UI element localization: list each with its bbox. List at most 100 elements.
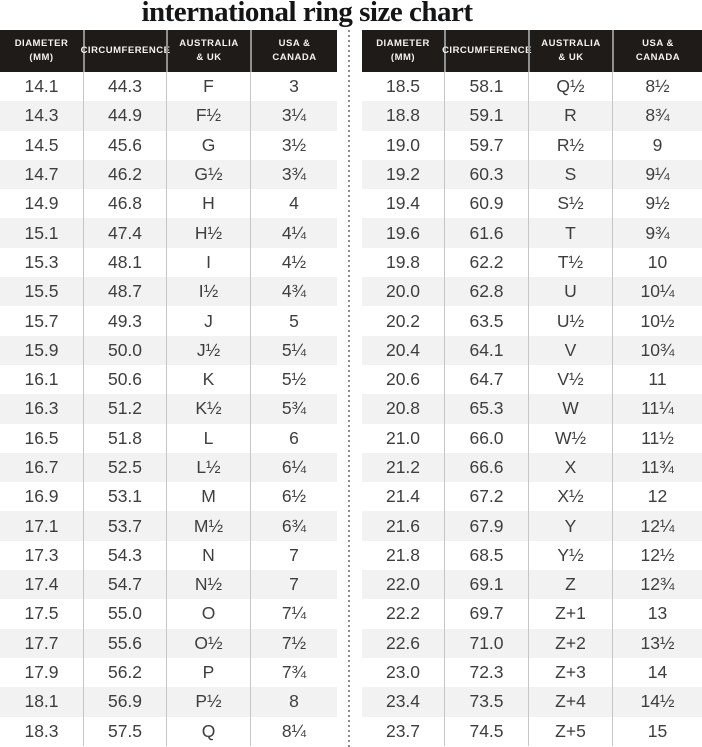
table-cell: 15.7: [24, 310, 59, 331]
column-header-line: CANADA: [635, 52, 681, 63]
table-header-row: DIAMETER (mm) CIRCUMFERENCE AUSTRALIA & UK US…: [362, 30, 702, 72]
table-cell: 16.3: [24, 398, 59, 419]
table-row: 23.0 72.3 Z+3 14: [362, 657, 702, 688]
table-row: 19.4 60.9 S½ 9½: [362, 189, 702, 219]
column-header-line: (mm): [390, 52, 416, 63]
table-cell: 11: [612, 364, 702, 395]
table-cell: 14.9: [24, 193, 59, 214]
table-cell: 11¼: [612, 394, 702, 424]
table-cell: 14.3: [24, 105, 59, 126]
table-cell: W: [528, 394, 612, 424]
column-header-line: CIRCUMFERENCE: [442, 45, 532, 57]
table-cell: P½: [166, 687, 250, 717]
table-cell: 8: [250, 687, 337, 717]
table-cell: 57.5: [83, 716, 166, 746]
table-cell: 18.8: [385, 105, 421, 126]
table-cell: 21.2: [385, 457, 421, 477]
table-cell: I: [166, 247, 250, 278]
table-cell: 63.5: [444, 306, 528, 336]
table-cell: 67.9: [444, 511, 528, 541]
table-cell: S½: [528, 189, 612, 219]
table-row: 20.4 64.1 V 10¾: [362, 335, 702, 365]
table-cell: 8¾: [612, 101, 702, 131]
table-cell: 20.6: [385, 369, 421, 390]
table-cell: O: [166, 599, 250, 629]
table-row: 16.1 50.6 K 5½: [0, 364, 337, 395]
table-row: 19.6 61.6 T 9¾: [362, 218, 702, 248]
table-cell: 20.8: [385, 398, 421, 419]
table-cell: 10½: [612, 306, 702, 336]
table-cell: 17.9: [24, 662, 59, 683]
table-cell: 51.8: [83, 423, 166, 453]
table-cell: 3: [250, 72, 337, 102]
table-cell: 16.9: [24, 486, 59, 507]
table-cell: 59.1: [444, 101, 528, 131]
table-cell: 13½: [612, 628, 702, 658]
table-cell: Z+1: [528, 599, 612, 629]
table-cell: 5: [250, 306, 337, 336]
table-header-row: DIAMETER (mm) CIRCUMFERENCE AUSTRALIA & UK US…: [0, 30, 337, 72]
table-row: 16.5 51.8 L 6: [0, 423, 337, 453]
table-cell: 19.4: [385, 193, 421, 214]
column-header-line: CIRCUMFERENCE: [80, 45, 171, 57]
table-row: 19.0 59.7 R½ 9: [362, 130, 702, 160]
ring-size-table-right: DIAMETER (mm) CIRCUMFERENCE AUSTRALIA & UK US…: [362, 30, 702, 746]
table-cell: X½: [528, 482, 612, 512]
table-cell: U½: [528, 306, 612, 336]
column-header: CIRCUMFERENCE: [442, 30, 531, 72]
table-row: 23.7 74.5 Z+5 15: [362, 716, 702, 746]
table-row: 22.0 69.1 Z 12¾: [362, 570, 702, 600]
table-cell: 3½: [250, 130, 337, 160]
table-cell: 73.5: [444, 687, 528, 717]
table-row: 16.3 51.2 K½ 5¾: [0, 394, 337, 424]
table-cell: 18.1: [24, 691, 59, 712]
table-cell: 45.6: [83, 130, 166, 160]
column-header-line: & UK: [558, 52, 584, 63]
table-cell: Q½: [528, 72, 612, 102]
table-cell: 64.7: [444, 364, 528, 395]
table-cell: 61.6: [444, 218, 528, 248]
table-cell: 7¾: [250, 657, 337, 688]
table-cell: 60.9: [444, 189, 528, 219]
table-cell: 20.4: [385, 339, 421, 360]
table-row: 18.8 59.1 R 8¾: [362, 101, 702, 131]
table-cell: 48.1: [83, 247, 166, 278]
table-row: 20.6 64.7 V½ 11: [362, 364, 702, 395]
table-cell: 14.7: [24, 164, 59, 185]
table-row: 17.1 53.7 M½ 6¾: [0, 511, 337, 541]
table-cell: 74.5: [444, 716, 528, 746]
table-cell: 15.9: [24, 339, 59, 360]
table-cell: 46.2: [83, 159, 166, 190]
table-cell: 20.0: [385, 281, 421, 302]
table-cell: 14.1: [24, 76, 59, 97]
table-cell: 22.6: [385, 632, 421, 653]
table-cell: 53.1: [83, 482, 166, 512]
table-cell: 21.4: [385, 486, 421, 507]
table-row: 14.1 44.3 F 3: [0, 72, 337, 102]
table-cell: 8½: [612, 72, 702, 102]
table-row: 21.8 68.5 Y½ 12½: [362, 540, 702, 571]
table-cell: 14.5: [24, 134, 59, 155]
column-header-line: USA &: [278, 38, 311, 50]
table-cell: 11½: [612, 423, 702, 453]
table-row: 19.8 62.2 T½ 10: [362, 247, 702, 278]
table-cell: 47.4: [83, 218, 166, 248]
table-cell: Z+2: [528, 628, 612, 658]
table-cell: 68.5: [444, 540, 528, 571]
table-cell: 17.5: [24, 603, 59, 624]
column-header: DIAMETER (mm): [362, 30, 444, 72]
table-cell: 17.7: [24, 632, 59, 653]
table-cell: G½: [166, 159, 250, 190]
column-header-line: & UK: [196, 52, 222, 63]
table-cell: 16.1: [24, 369, 59, 390]
table-cell: 15: [612, 716, 702, 746]
table-cell: 44.9: [83, 101, 166, 131]
table-cell: 44.3: [83, 72, 166, 102]
table-cell: 4¾: [250, 277, 337, 307]
table-cell: N: [166, 540, 250, 571]
column-header: USA & CANADA: [612, 30, 702, 72]
ring-size-table-left: DIAMETER (mm) CIRCUMFERENCE AUSTRALIA & UK US…: [0, 30, 337, 746]
table-row: 14.5 45.6 G 3½: [0, 130, 337, 160]
table-cell: 5¾: [250, 394, 337, 424]
column-header-line: AUSTRALIA: [541, 38, 601, 50]
